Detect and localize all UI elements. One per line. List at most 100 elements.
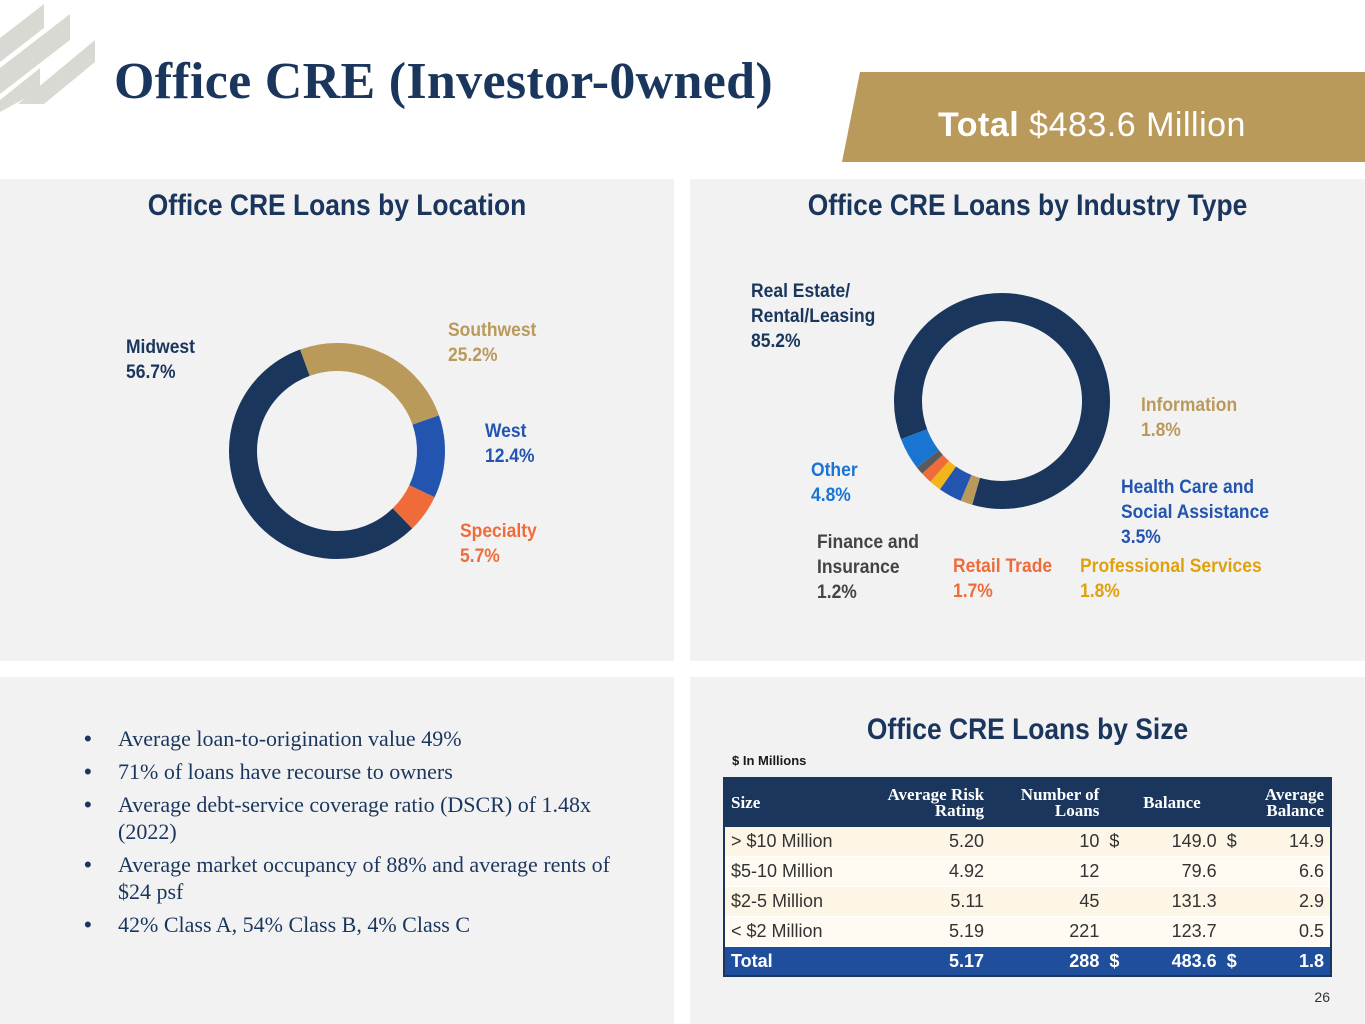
cell-avg-balance: 2.9	[1236, 886, 1331, 917]
bullet-item: Average market occupancy of 88% and aver…	[84, 851, 624, 905]
label-finance-line1: Finance and	[817, 532, 919, 553]
cell-avg-balance: 0.5	[1236, 916, 1331, 947]
industry-panel: Office CRE Loans by Industry Type Real E…	[690, 179, 1365, 661]
location-donut-chart	[229, 343, 445, 559]
label-information: Information 1.8%	[1141, 393, 1237, 443]
industry-donut-chart	[894, 293, 1110, 509]
total-risk: 5.17	[866, 946, 991, 977]
total-avg-balance: 1.8	[1236, 946, 1331, 977]
label-specialty-name: Specialty	[460, 521, 537, 542]
cell-balance: 131.3	[1119, 886, 1223, 917]
label-southwest: Southwest 25.2%	[448, 318, 536, 368]
size-table-title: Office CRE Loans by Size	[866, 713, 1189, 746]
donut-slice-west	[409, 415, 445, 498]
label-specialty: Specialty 5.7%	[460, 519, 537, 569]
label-midwest-name: Midwest	[126, 337, 195, 358]
label-information-name: Information	[1141, 395, 1238, 416]
cell-risk: 5.11	[866, 886, 991, 917]
size-table: Size Average Risk Rating Number of Loans…	[723, 777, 1332, 977]
donut-slice-specialty	[392, 484, 435, 529]
label-health-care: Health Care and Social Assistance 3.5%	[1121, 475, 1269, 550]
cell-count: 45	[990, 886, 1106, 917]
donut-slice-professional-services	[930, 460, 957, 490]
cell-count: 12	[990, 856, 1106, 887]
donut-slice-other	[900, 428, 940, 468]
donut-slice-retail-trade	[922, 454, 950, 482]
units-note: $ In Millions	[732, 753, 807, 768]
size-panel: Office CRE Loans by Size $ In Millions S…	[690, 677, 1365, 1024]
cell-balance: 79.6	[1119, 856, 1223, 887]
industry-chart-title: Office CRE Loans by Industry Type	[807, 189, 1248, 222]
cell-currency	[1222, 856, 1237, 887]
cell-avg-balance: 6.6	[1236, 856, 1331, 887]
label-professional-services-name: Professional Services	[1080, 556, 1262, 577]
label-health-care-pct: 3.5%	[1121, 527, 1161, 548]
donut-slice-information	[960, 474, 981, 505]
label-health-care-line1: Health Care and	[1121, 477, 1255, 498]
cell-avg-balance: 14.9	[1236, 827, 1331, 857]
page-title: Office CRE (Investor-0wned)	[114, 53, 773, 110]
total-size: Total	[724, 946, 867, 977]
label-finance-pct: 1.2%	[817, 582, 857, 603]
cell-size: $2-5 Million	[724, 886, 867, 917]
label-southwest-name: Southwest	[448, 320, 537, 341]
cell-risk: 5.19	[866, 916, 991, 947]
table-total-row: Total 5.17 288 $ 483.6 $ 1.8	[724, 946, 1331, 977]
donut-slice-midwest	[229, 349, 413, 559]
donut-slice-real-estate-rental-leasing	[894, 293, 1110, 509]
cell-currency	[1105, 886, 1120, 917]
table-row: $5-10 Million 4.92 12 79.6 6.6	[724, 856, 1331, 887]
cell-currency: $	[1222, 827, 1237, 857]
label-west: West 12.4%	[485, 419, 535, 469]
cell-risk: 5.20	[866, 827, 991, 857]
total-label: Total	[938, 106, 1020, 144]
label-southwest-pct: 25.2%	[448, 345, 498, 366]
label-real-estate-line2: Rental/Leasing	[751, 306, 876, 327]
cell-size: > $10 Million	[724, 827, 867, 857]
donut-slice-finance-and-insurance	[916, 450, 943, 474]
cell-balance: 149.0	[1119, 827, 1223, 857]
total-count: 288	[990, 946, 1106, 977]
label-real-estate-line1: Real Estate/	[751, 281, 851, 302]
label-finance-line2: Insurance	[817, 557, 900, 578]
company-logo	[0, 4, 95, 112]
page-number: 26	[1314, 989, 1330, 1005]
label-professional-services: Professional Services 1.8%	[1080, 554, 1262, 604]
total-currency: $	[1222, 946, 1237, 977]
total-text: Total $483.6 Million	[938, 106, 1246, 145]
label-health-care-line2: Social Assistance	[1121, 502, 1270, 523]
table-header-row: Size Average Risk Rating Number of Loans…	[724, 778, 1331, 827]
label-retail-trade-name: Retail Trade	[953, 556, 1053, 577]
label-real-estate-pct: 85.2%	[751, 331, 801, 352]
header-size: Size	[724, 778, 867, 827]
header-count: Number of Loans	[990, 778, 1106, 827]
label-specialty-pct: 5.7%	[460, 546, 500, 567]
label-midwest-pct: 56.7%	[126, 362, 176, 383]
cell-currency	[1105, 916, 1120, 947]
label-other: Other 4.8%	[811, 458, 858, 508]
cell-currency	[1105, 856, 1120, 887]
header-risk: Average Risk Rating	[866, 778, 991, 827]
label-other-name: Other	[811, 460, 858, 481]
header-avg-balance: Average Balance	[1222, 778, 1331, 827]
label-west-pct: 12.4%	[485, 446, 535, 467]
highlights-panel: Average loan-to-origination value 49% 71…	[0, 677, 674, 1024]
label-west-name: West	[485, 421, 527, 442]
total-currency: $	[1105, 946, 1120, 977]
location-chart-title: Office CRE Loans by Location	[147, 189, 527, 222]
label-other-pct: 4.8%	[811, 485, 851, 506]
total-value: $483.6 Million	[1029, 106, 1246, 144]
location-panel: Office CRE Loans by Location Midwest 56.…	[0, 179, 674, 661]
cell-currency	[1222, 916, 1237, 947]
label-finance-insurance: Finance and Insurance 1.2%	[817, 530, 919, 605]
cell-count: 10	[990, 827, 1106, 857]
donut-slice-health-care-and-social-assistance	[939, 466, 972, 501]
cell-currency: $	[1105, 827, 1120, 857]
bullet-item: 42% Class A, 54% Class B, 4% Class C	[84, 911, 624, 938]
donut-slice-southwest	[300, 343, 439, 426]
cell-size: $5-10 Million	[724, 856, 867, 887]
label-professional-services-pct: 1.8%	[1080, 581, 1120, 602]
header-balance: Balance	[1105, 778, 1223, 827]
total-balance: 483.6	[1119, 946, 1223, 977]
cell-size: < $2 Million	[724, 916, 867, 947]
